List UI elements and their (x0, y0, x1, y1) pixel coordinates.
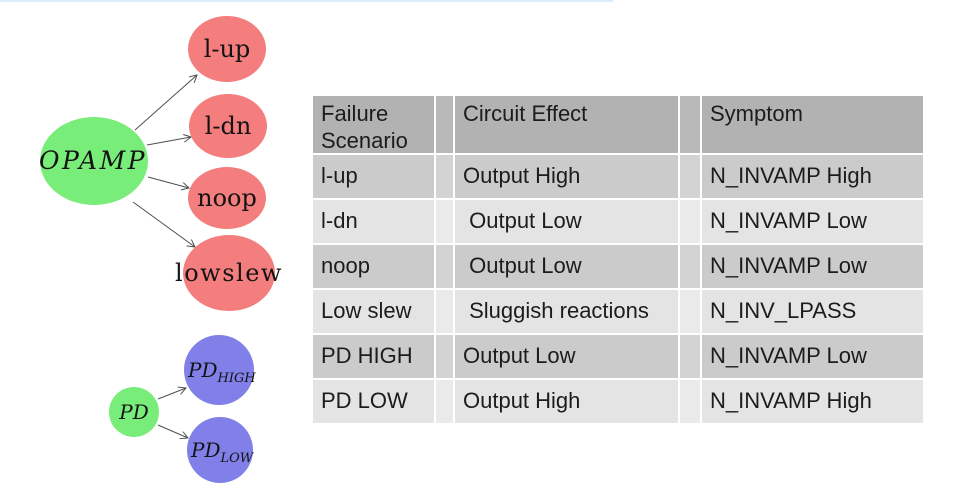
node-pd-high-label: PDHIGH (187, 358, 256, 386)
table-cell-scenario: PD LOW (313, 380, 434, 423)
table-cell-effect: Output Low (455, 245, 678, 288)
col-header-circuit-effect: Circuit Effect (455, 96, 678, 153)
table-cell-scenario: noop (313, 245, 434, 288)
node-lup-label: l-up (204, 35, 251, 63)
fault-tree-diagram: OPAMP l-up l-dn noop lowslew PD PDHIGH P… (39, 16, 283, 483)
node-ldn-shape (189, 94, 267, 158)
node-lowslew-shape (183, 235, 275, 311)
table-gap-cell (680, 155, 700, 198)
table-gap-cell (680, 96, 700, 153)
table-cell-scenario: PD HIGH (313, 335, 434, 378)
node-lup: l-up (188, 16, 266, 82)
node-pd-high-label-subscript: HIGH (217, 371, 257, 386)
node-pd-label: PD (118, 400, 149, 424)
table-cell-effect: Sluggish reactions (455, 290, 678, 333)
node-pd-low: PDLOW (187, 417, 255, 483)
table-cell-symptom: N_INVAMP Low (702, 200, 923, 243)
table-gap-cell (436, 245, 453, 288)
window-top-accent-line (0, 0, 613, 2)
node-pd: PD (109, 387, 159, 437)
table-cell-symptom: N_INVAMP Low (702, 245, 923, 288)
table-gap-cell (436, 96, 453, 153)
node-noop: noop (188, 167, 266, 229)
node-pd-low-label-base: PD (190, 438, 221, 462)
node-pd-low-label: PDLOW (190, 438, 255, 466)
table-gap-cell (436, 290, 453, 333)
table-cell-effect: Output Low (455, 335, 678, 378)
node-pd-low-label-subscript: LOW (220, 451, 255, 466)
node-noop-label: noop (197, 184, 257, 212)
node-noop-shape (188, 167, 266, 229)
table-gap-cell (680, 335, 700, 378)
table-cell-symptom: N_INVAMP High (702, 380, 923, 423)
table-cell-effect: Output High (455, 380, 678, 423)
node-pd-high-shape (184, 335, 254, 405)
edge-opamp-noop (147, 176, 189, 188)
node-lowslew: lowslew (175, 235, 283, 311)
node-pd-high: PDHIGH (184, 335, 256, 405)
table-cell-scenario: Low slew (313, 290, 434, 333)
node-pd-high-label-base: PD (187, 358, 218, 382)
edge-pd-pdlow (157, 424, 188, 438)
node-opamp-shape (40, 117, 148, 205)
failure-scenario-table: Failure Scenario Circuit Effect Symptom … (313, 96, 923, 423)
node-opamp: OPAMP (39, 117, 148, 205)
node-pd-shape (109, 387, 159, 437)
col-header-symptom: Symptom (702, 96, 923, 153)
node-ldn: l-dn (189, 94, 267, 158)
node-lup-shape (188, 16, 266, 82)
edge-opamp-lowslew (132, 201, 195, 247)
table-gap-cell (436, 380, 453, 423)
table-gap-cell (436, 155, 453, 198)
col-header-failure-scenario: Failure Scenario (313, 96, 434, 153)
node-pd-low-shape (187, 417, 253, 483)
table-cell-symptom: N_INV_LPASS (702, 290, 923, 333)
table-gap-cell (680, 380, 700, 423)
table-cell-scenario: l-up (313, 155, 434, 198)
table-gap-cell (680, 200, 700, 243)
table-cell-effect: Output High (455, 155, 678, 198)
node-lowslew-label: lowslew (175, 259, 283, 287)
edge-opamp-ldn (146, 137, 191, 146)
table-gap-cell (680, 245, 700, 288)
table-cell-symptom: N_INVAMP High (702, 155, 923, 198)
table-gap-cell (436, 335, 453, 378)
edge-opamp-lup (134, 75, 197, 131)
node-opamp-label: OPAMP (39, 146, 147, 175)
diagram-edges (132, 75, 197, 438)
table-cell-effect: Output Low (455, 200, 678, 243)
edge-pd-pdhigh (157, 388, 186, 400)
table-gap-cell (436, 200, 453, 243)
table-gap-cell (680, 290, 700, 333)
table-cell-symptom: N_INVAMP Low (702, 335, 923, 378)
node-ldn-label: l-dn (205, 112, 252, 140)
table-cell-scenario: l-dn (313, 200, 434, 243)
